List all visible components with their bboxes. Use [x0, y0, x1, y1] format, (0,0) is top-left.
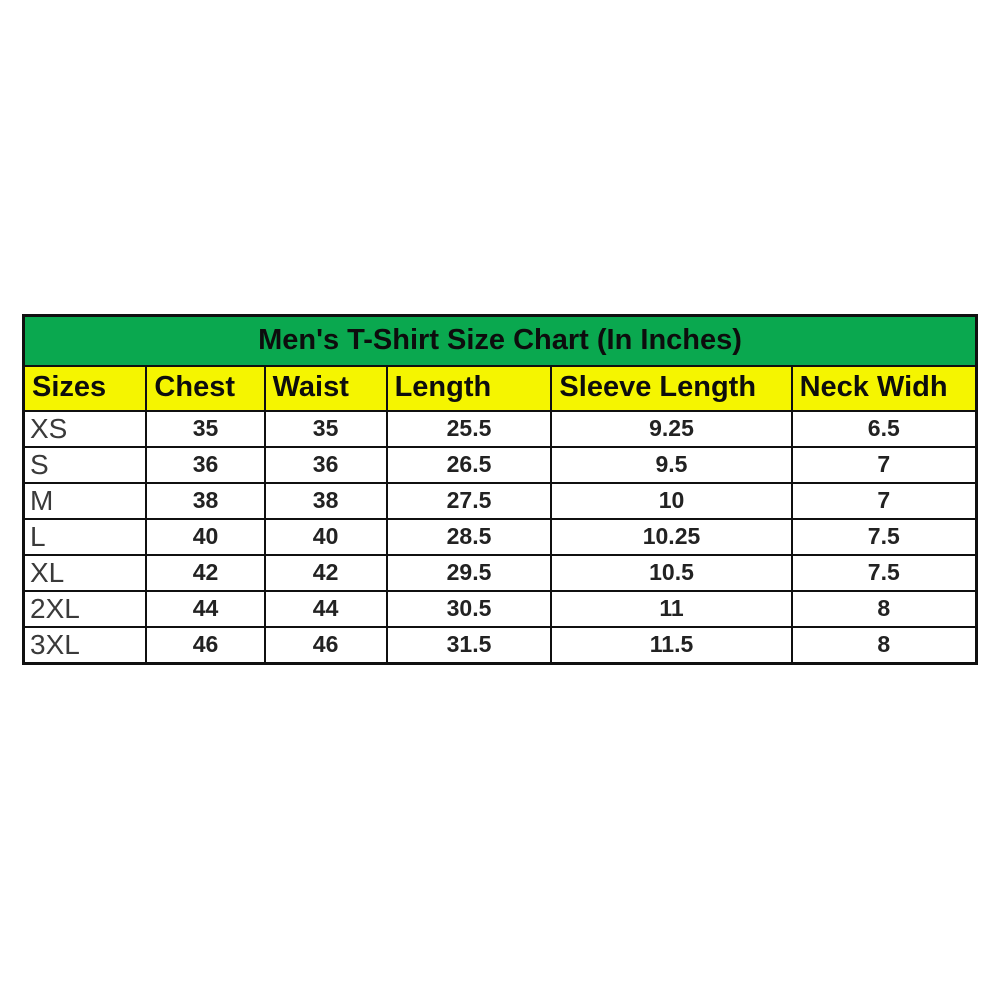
- header-row: Sizes Chest Waist Length Sleeve Length N…: [22, 364, 978, 412]
- size-cell: M: [22, 481, 148, 520]
- table-row: XS 35 35 25.5 9.25 6.5: [22, 409, 978, 448]
- column-header-sleeve-length: Sleeve Length: [550, 364, 793, 412]
- length-cell: 26.5: [385, 445, 553, 484]
- chest-cell: 40: [145, 517, 266, 556]
- waist-cell: 44: [263, 589, 388, 628]
- title-row: Men's T-Shirt Size Chart (In Inches): [22, 314, 978, 367]
- sleeve-length-cell: 9.5: [550, 445, 793, 484]
- neck-width-cell: 7: [790, 445, 978, 484]
- table-title: Men's T-Shirt Size Chart (In Inches): [22, 314, 978, 367]
- length-cell: 31.5: [385, 625, 553, 664]
- length-cell: 30.5: [385, 589, 553, 628]
- table-row: M 38 38 27.5 10 7: [22, 481, 978, 520]
- chest-cell: 35: [145, 409, 266, 448]
- table-row: L 40 40 28.5 10.25 7.5: [22, 517, 978, 556]
- size-cell: 2XL: [22, 589, 148, 628]
- size-cell: S: [22, 445, 148, 484]
- sleeve-length-cell: 10: [550, 481, 793, 520]
- sleeve-length-cell: 10.5: [550, 553, 793, 592]
- chest-cell: 36: [145, 445, 266, 484]
- size-cell: L: [22, 517, 148, 556]
- table-row: 3XL 46 46 31.5 11.5 8: [22, 625, 978, 664]
- column-header-sizes: Sizes: [22, 364, 148, 412]
- table-row: 2XL 44 44 30.5 11 8: [22, 589, 978, 628]
- column-header-waist: Waist: [263, 364, 388, 412]
- waist-cell: 42: [263, 553, 388, 592]
- column-header-neck-width: Neck Widh: [790, 364, 978, 412]
- table-row: XL 42 42 29.5 10.5 7.5: [22, 553, 978, 592]
- size-cell: XL: [22, 553, 148, 592]
- column-header-chest: Chest: [145, 364, 266, 412]
- column-header-length: Length: [385, 364, 553, 412]
- neck-width-cell: 8: [790, 625, 978, 664]
- sleeve-length-cell: 9.25: [550, 409, 793, 448]
- sleeve-length-cell: 11.5: [550, 625, 793, 664]
- neck-width-cell: 7.5: [790, 517, 978, 556]
- waist-cell: 38: [263, 481, 388, 520]
- size-cell: 3XL: [22, 625, 148, 664]
- size-cell: XS: [22, 409, 148, 448]
- length-cell: 29.5: [385, 553, 553, 592]
- size-chart-table: Men's T-Shirt Size Chart (In Inches) Siz…: [22, 314, 978, 665]
- neck-width-cell: 6.5: [790, 409, 978, 448]
- length-cell: 27.5: [385, 481, 553, 520]
- neck-width-cell: 7.5: [790, 553, 978, 592]
- sleeve-length-cell: 10.25: [550, 517, 793, 556]
- neck-width-cell: 7: [790, 481, 978, 520]
- length-cell: 28.5: [385, 517, 553, 556]
- chest-cell: 44: [145, 589, 266, 628]
- neck-width-cell: 8: [790, 589, 978, 628]
- waist-cell: 35: [263, 409, 388, 448]
- table-row: S 36 36 26.5 9.5 7: [22, 445, 978, 484]
- length-cell: 25.5: [385, 409, 553, 448]
- waist-cell: 46: [263, 625, 388, 664]
- chest-cell: 38: [145, 481, 266, 520]
- sleeve-length-cell: 11: [550, 589, 793, 628]
- chest-cell: 42: [145, 553, 266, 592]
- waist-cell: 40: [263, 517, 388, 556]
- chest-cell: 46: [145, 625, 266, 664]
- waist-cell: 36: [263, 445, 388, 484]
